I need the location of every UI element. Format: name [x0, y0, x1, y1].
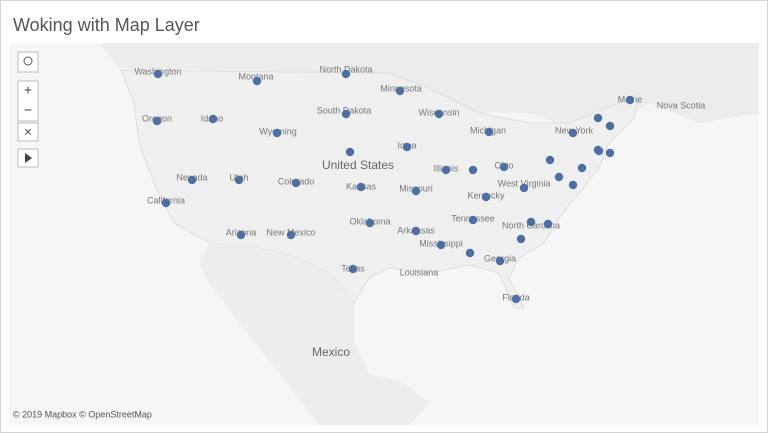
- location-dot: [465, 248, 475, 258]
- location-dot: [481, 192, 491, 202]
- location-dot: [468, 215, 478, 225]
- country-label: United States: [322, 158, 394, 172]
- location-dot: [272, 128, 282, 138]
- location-dot: [356, 182, 366, 192]
- zoom-control[interactable]: [17, 80, 39, 122]
- location-dot: [519, 183, 529, 193]
- location-dot: [187, 175, 197, 185]
- location-dot: [441, 165, 451, 175]
- search-button[interactable]: [17, 51, 39, 73]
- region-label: West Virginia: [498, 178, 551, 188]
- location-dot: [341, 109, 351, 119]
- title: Woking with Map Layer: [13, 15, 200, 35]
- attribution: © 2019 Mapbox © OpenStreetMap: [13, 409, 152, 419]
- location-dot: [395, 86, 405, 96]
- location-dot: [577, 163, 587, 173]
- location-dot: [625, 95, 635, 105]
- location-dot: [568, 180, 578, 190]
- location-dot: [554, 172, 564, 182]
- location-dot: [543, 219, 553, 229]
- location-dot: [365, 218, 375, 228]
- location-dot: [252, 76, 262, 86]
- location-dot: [236, 230, 246, 240]
- location-dot: [348, 264, 358, 274]
- location-dot: [402, 142, 412, 152]
- location-dot: [341, 69, 351, 79]
- location-dot: [161, 198, 171, 208]
- region-label: North Dakota: [319, 64, 372, 74]
- location-dot: [434, 109, 444, 119]
- location-dot: [468, 165, 478, 175]
- location-dot: [568, 128, 578, 138]
- location-dot: [495, 256, 505, 266]
- location-dot: [234, 175, 244, 185]
- canada: [9, 43, 759, 128]
- location-dot: [605, 148, 615, 158]
- location-dot: [411, 226, 421, 236]
- search-icon: [23, 56, 33, 66]
- location-dot: [511, 294, 521, 304]
- country-label: Mexico: [312, 345, 350, 359]
- location-dot: [286, 230, 296, 240]
- location-dot: [499, 162, 509, 172]
- toggle-icon: [25, 153, 32, 163]
- region-label: Nova Scotia: [657, 100, 706, 110]
- location-dot: [345, 147, 355, 157]
- location-dot: [208, 114, 218, 124]
- location-dot: [153, 69, 163, 79]
- location-dot: [593, 113, 603, 123]
- location-dot: [545, 155, 555, 165]
- location-dot: [593, 145, 603, 155]
- region-label: Montana: [238, 71, 273, 81]
- location-dot: [411, 186, 421, 196]
- location-dot: [291, 178, 301, 188]
- location-dot: [152, 116, 162, 126]
- region-label: Louisiana: [400, 267, 439, 277]
- location-dot: [526, 217, 536, 227]
- reset-button[interactable]: [17, 122, 39, 142]
- reset-icon: ✕: [24, 128, 32, 139]
- zoom-in[interactable]: +: [24, 82, 32, 98]
- zoom-out[interactable]: −: [24, 102, 32, 118]
- location-dot: [436, 240, 446, 250]
- map: WashingtonMontanaNorth DakotaMinnesotaSo…: [9, 43, 759, 425]
- location-dot: [484, 127, 494, 137]
- location-dot: [516, 234, 526, 244]
- mexico: [199, 243, 429, 425]
- location-dot: [605, 121, 615, 131]
